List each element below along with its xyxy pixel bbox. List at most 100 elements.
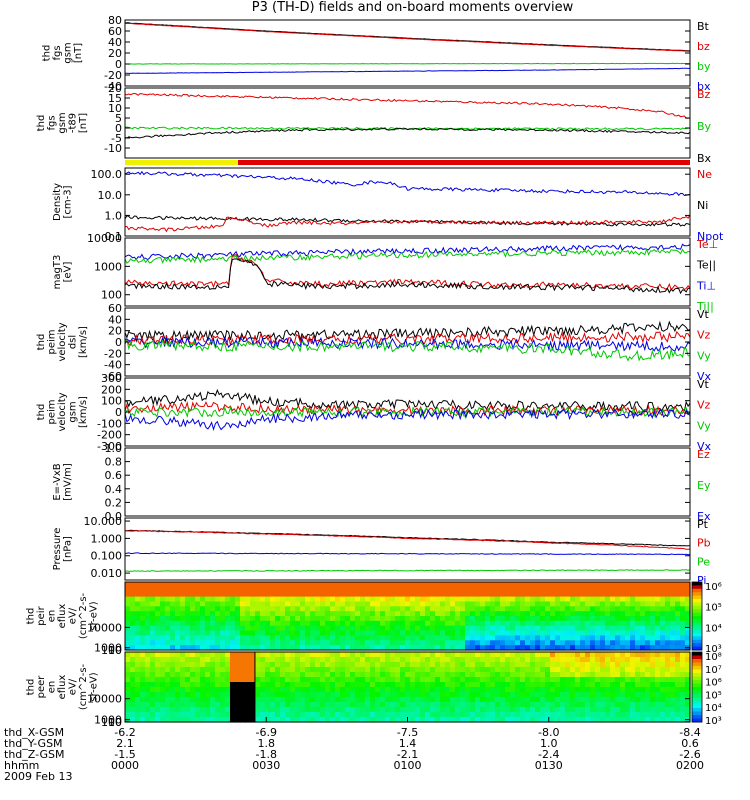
spectrogram-cell: [160, 677, 166, 683]
spectrogram-cell: [190, 682, 196, 688]
spectrogram-cell: [470, 606, 476, 612]
spectrogram-cell: [135, 662, 141, 668]
spectrogram-cell: [310, 667, 316, 673]
spectrogram-cell: [335, 645, 341, 651]
spectrogram-cell: [445, 616, 451, 622]
spectrogram-cell: [390, 697, 396, 703]
spectrogram-cell: [265, 702, 271, 708]
spectrogram-cell: [235, 611, 241, 617]
spectrogram-cell: [390, 591, 396, 598]
spectrogram-cell: [630, 635, 636, 641]
spectrogram-cell: [615, 630, 621, 637]
spectrogram-cell: [625, 591, 631, 598]
spectrogram-cell: [570, 702, 576, 708]
spectrogram-cell: [415, 692, 421, 698]
spectrogram-cell: [540, 672, 546, 678]
spectrogram-cell: [640, 625, 646, 632]
spectrogram-cell: [340, 657, 346, 663]
spectrogram-cell: [615, 687, 621, 693]
spectrogram-cell: [165, 682, 171, 688]
colorbar-label: 10⁵: [705, 603, 722, 614]
spectrogram-cell: [500, 640, 506, 646]
spectrogram-cell: [545, 697, 551, 703]
spectrogram-cell: [680, 677, 686, 683]
spectrogram-cell: [175, 687, 181, 693]
legend-entry: Vz: [697, 329, 711, 342]
spectrogram-cell: [520, 596, 526, 603]
spectrogram-cell: [330, 657, 336, 663]
spectrogram-cell: [400, 591, 406, 598]
spectrogram-cell: [475, 625, 481, 632]
spectrogram-cell: [540, 717, 546, 723]
spectrogram-cell: [615, 702, 621, 708]
spectrogram-cell: [175, 697, 181, 703]
spectrogram-cell: [565, 582, 571, 588]
spectrogram-cell: [450, 707, 456, 713]
spectrogram-cell: [315, 616, 321, 622]
spectrogram-cell: [310, 645, 316, 651]
y-tick-label: 200: [101, 383, 122, 396]
spectrogram-cell: [615, 591, 621, 598]
spectrogram-cell: [165, 625, 171, 632]
legend-entry: Bx: [697, 152, 712, 165]
spectrogram-cell: [365, 697, 371, 703]
spectrogram-cell: [590, 611, 596, 617]
spectrogram-cell: [500, 712, 506, 718]
spectrogram-cell: [225, 717, 231, 723]
spectrogram-cell: [360, 625, 366, 632]
spectrogram-cell: [675, 657, 681, 663]
spectrogram-cell: [140, 611, 146, 617]
spectrogram-cell: [345, 692, 351, 698]
spectrogram-cell: [555, 616, 561, 622]
y-tick-label: 10000: [87, 621, 122, 634]
spectrogram-cell: [285, 697, 291, 703]
spectrogram-cell: [210, 717, 216, 723]
spectrogram-cell: [150, 692, 156, 698]
spectrogram-cell: [270, 667, 276, 673]
x-tick-label: -2.1: [397, 748, 418, 761]
spectrogram-cell: [380, 625, 386, 632]
spectrogram-cell: [175, 662, 181, 668]
spectrogram-cell: [545, 606, 551, 612]
spectrogram-cell: [155, 677, 161, 683]
spectrogram-cell: [635, 697, 641, 703]
spectrogram-cell: [575, 712, 581, 718]
spectrogram-cell: [490, 662, 496, 668]
spectrogram-cell: [580, 635, 586, 641]
spectrogram-cell: [460, 586, 466, 593]
spectrogram-cell: [290, 652, 296, 658]
spectrogram-cell: [485, 640, 491, 646]
spectrogram-cell: [555, 667, 561, 673]
spectrogram-cell: [335, 611, 341, 617]
spectrogram-cell: [540, 687, 546, 693]
spectrogram-cell: [555, 672, 561, 678]
spectrogram-cell: [640, 586, 646, 593]
spectrogram-cell: [615, 620, 621, 627]
spectrogram-cell: [380, 591, 386, 598]
spectrogram-cell: [390, 692, 396, 698]
spectrogram-cell: [185, 657, 191, 663]
spectrogram-cell: [625, 672, 631, 678]
spectrogram-cell: [440, 630, 446, 637]
spectrogram-cell: [280, 692, 286, 698]
spectrogram-cell: [600, 657, 606, 663]
spectrogram-cell: [315, 657, 321, 663]
spectrogram-cell: [650, 662, 656, 668]
spectrogram-cell: [325, 717, 331, 723]
spectrogram-cell: [150, 586, 156, 593]
spectrogram-cell: [570, 586, 576, 593]
spectrogram-cell: [655, 692, 661, 698]
x-tick-label: -7.5: [397, 726, 418, 739]
spectrogram-cell: [405, 616, 411, 622]
spectrogram-cell: [580, 630, 586, 637]
spectrogram-cell: [250, 652, 256, 658]
spectrogram-cell: [340, 682, 346, 688]
spectrogram-cell: [130, 712, 136, 718]
spectrogram-cell: [675, 652, 681, 658]
spectrogram-cell: [565, 630, 571, 637]
spectrogram-cell: [545, 611, 551, 617]
spectrogram-cell: [620, 620, 626, 627]
spectrogram-cell: [430, 616, 436, 622]
spectrogram-cell: [215, 697, 221, 703]
spectrogram-cell: [400, 712, 406, 718]
